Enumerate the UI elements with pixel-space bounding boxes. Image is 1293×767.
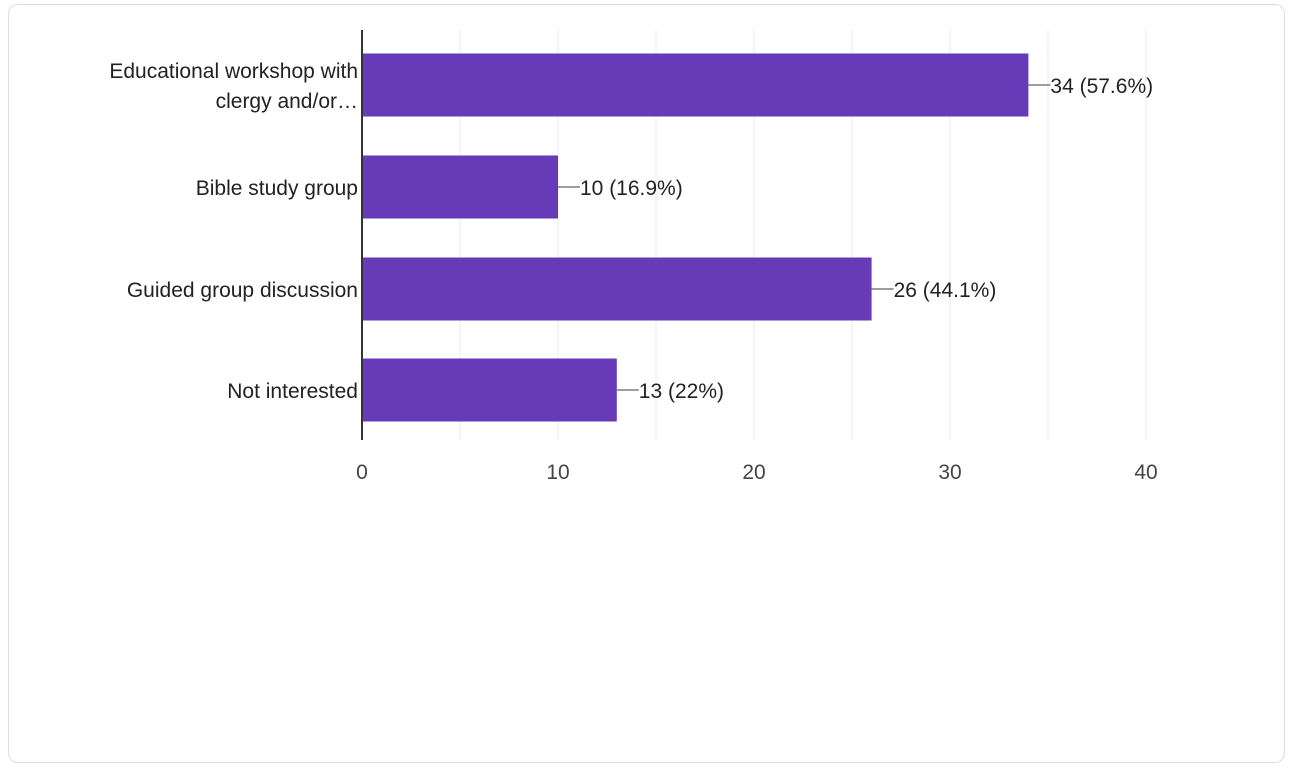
- data-label: 26 (44.1%): [894, 279, 997, 302]
- data-label: 34 (57.6%): [1050, 75, 1153, 98]
- bar: [362, 358, 617, 422]
- bar: [362, 155, 558, 219]
- data-label: 10 (16.9%): [580, 177, 683, 200]
- chart-card: [8, 4, 1285, 763]
- category-label: Bible study group: [196, 177, 358, 200]
- category-label: clergy and/or…: [216, 90, 358, 113]
- x-tick-label: 40: [1134, 461, 1157, 484]
- x-tick-label: 10: [546, 461, 569, 484]
- category-label: Educational workshop with: [109, 60, 358, 83]
- x-tick-label: 20: [742, 461, 765, 484]
- x-tick-label: 30: [938, 461, 961, 484]
- category-label: Guided group discussion: [127, 279, 358, 302]
- bar: [362, 257, 872, 321]
- category-label: Not interested: [227, 380, 358, 403]
- bar: [362, 53, 1029, 117]
- data-label: 13 (22%): [639, 380, 724, 403]
- x-tick-label: 0: [356, 461, 368, 484]
